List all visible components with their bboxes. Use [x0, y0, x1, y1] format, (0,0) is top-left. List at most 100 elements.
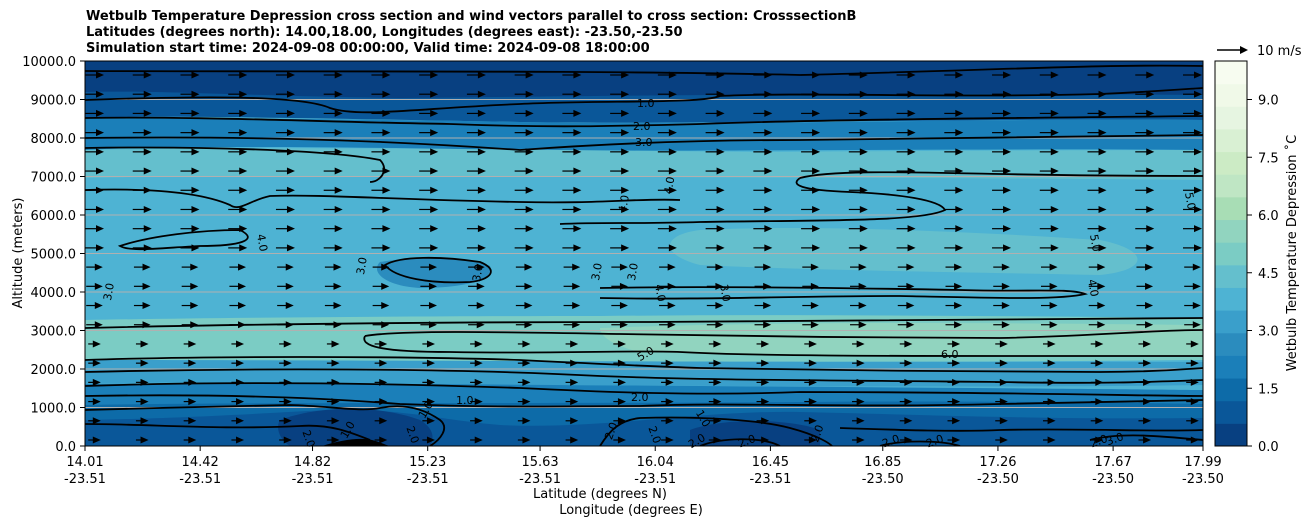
wind-arrow-head [1143, 340, 1152, 348]
wind-arrow-head [954, 282, 963, 290]
wind-arrow-head [191, 129, 200, 137]
wind-arrow-head [239, 186, 248, 194]
wind-arrow-head [1003, 90, 1012, 98]
wind-arrow-head [1098, 244, 1107, 252]
wind-arrow-head [1098, 186, 1107, 194]
wind-arrow-head [1143, 378, 1152, 386]
colorbar-tick-label: 9.0 [1258, 94, 1279, 109]
wind-arrow-head [619, 282, 628, 290]
wind-arrow-head [716, 109, 725, 117]
x-tick-latitude: 17.67 [1095, 455, 1132, 470]
wind-arrow-head [476, 321, 485, 329]
x-tick-longitude: -23.51 [519, 472, 561, 487]
wind-arrow-head [761, 359, 770, 367]
wind-arrow-head [1194, 90, 1202, 98]
wind-arrow-head [96, 225, 104, 233]
wind-arrow-head [573, 244, 582, 252]
wind-arrow-head [715, 321, 724, 329]
wind-arrow-head [713, 417, 722, 425]
wind-arrow-head [1190, 417, 1199, 425]
wind-arrow-head [238, 282, 247, 290]
wind-arrow-head [1049, 302, 1058, 310]
wind-arrow-head [716, 186, 725, 194]
wind-arrow-head [1146, 129, 1155, 137]
wind-arrow-head [859, 186, 868, 194]
wind-arrow-head [907, 186, 916, 194]
wind-arrow-head [382, 148, 391, 156]
wind-arrow-head [764, 148, 773, 156]
wind-arrow-head [286, 225, 295, 233]
wind-arrow-head [381, 321, 390, 329]
wind-arrow-head [764, 225, 773, 233]
wind-arrow-head [955, 148, 964, 156]
wind-arrow-head [812, 71, 821, 79]
wind-arrow-head [285, 282, 294, 290]
wind-arrow-head [617, 378, 626, 386]
wind-arrow-head [810, 263, 819, 271]
wind-arrow-head [525, 129, 534, 137]
wind-arrow-head [999, 359, 1008, 367]
wind-arrow-head [665, 359, 674, 367]
chart-title: Wetbulb Temperature Depression cross sec… [86, 9, 856, 57]
contour-label: 4.0 [652, 283, 668, 302]
wind-arrow-head [1143, 398, 1152, 406]
wind-arrow-head [572, 321, 581, 329]
wind-arrow-head [236, 417, 245, 425]
contour-4-ring [559, 171, 1203, 225]
wind-arrow-head [1194, 71, 1202, 79]
contour-5-band [85, 317, 1203, 329]
wind-arrow-head [1098, 90, 1107, 98]
wind-arrow-head [428, 302, 437, 310]
wind-arrow-head [954, 321, 963, 329]
wind-arrow-head [92, 340, 101, 348]
wind-arrow-head [808, 340, 817, 348]
contour-label: 1.0 [456, 394, 474, 407]
contour-1-upper [85, 64, 1203, 76]
wind-arrow-head [236, 359, 245, 367]
wind-arrow-head [665, 436, 674, 444]
wind-arrow-head [668, 225, 677, 233]
wind-arrow-head [859, 90, 868, 98]
wind-arrow-head [1194, 244, 1202, 252]
wind-arrow-head [334, 109, 343, 117]
wind-arrow-head [1095, 436, 1104, 444]
wind-arrow-head [477, 148, 486, 156]
contour-3-lower [85, 368, 1203, 384]
wind-arrow-head [190, 282, 199, 290]
wind-arrow-head [524, 282, 533, 290]
wind-arrow-head [191, 167, 200, 175]
wind-arrow-head [617, 340, 626, 348]
wind-arrow-head [96, 205, 104, 213]
contour-label: 3.0 [717, 283, 733, 302]
wind-arrow-head [1143, 436, 1152, 444]
wind-arrow-head [764, 90, 773, 98]
wind-arrow-head [140, 417, 149, 425]
wind-arrow-head [619, 302, 628, 310]
wind-arrow-head [143, 71, 152, 79]
wind-arrow-head [334, 205, 343, 213]
wind-arrow-head [713, 436, 722, 444]
wind-arrow-head [333, 321, 342, 329]
wind-arrow-head [477, 205, 486, 213]
wind-arrow-head [142, 321, 151, 329]
wind-arrow-head [430, 90, 439, 98]
contour-label: 6.0 [941, 348, 959, 361]
colorbar-tick-label: 0.0 [1258, 440, 1279, 455]
wind-arrow-head [379, 436, 388, 444]
wind-arrow-head [808, 359, 817, 367]
wind-arrow-head [617, 398, 626, 406]
wind-arrow-head [1097, 263, 1106, 271]
wind-arrow-head [333, 282, 342, 290]
y-tick-label: 5000.0 [31, 248, 77, 263]
wind-arrow-head [140, 359, 149, 367]
wind-arrow-head [1143, 359, 1152, 367]
wind-arrow-head [952, 417, 961, 425]
wind-arrow-head [810, 282, 819, 290]
wind-arrow-head [667, 321, 676, 329]
x-axis-ticks: 14.01 -23.51 14.42 -23.51 14.82 -23.51 15.23 -2… [64, 446, 1224, 487]
wind-arrow-head [333, 263, 342, 271]
wind-arrow-head [904, 417, 913, 425]
wind-arrow-head [191, 148, 200, 156]
y-axis-label: Altitude (meters) [11, 198, 26, 309]
contour-label: 2.0 [633, 120, 651, 133]
